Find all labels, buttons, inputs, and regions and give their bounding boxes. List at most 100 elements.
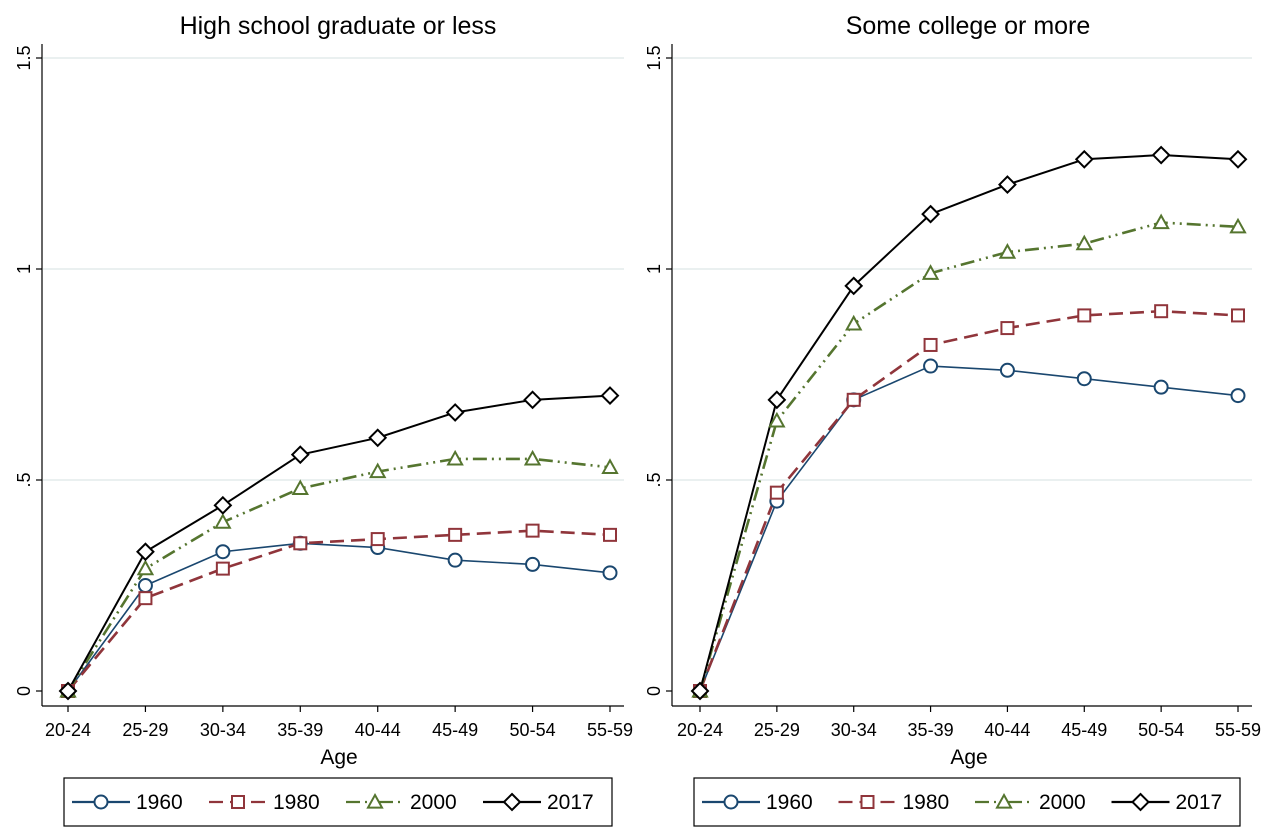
series-line-1980 bbox=[67, 529, 611, 692]
legend: 1960 1980 2000 2017 bbox=[63, 777, 613, 827]
legend-marker-1960 bbox=[723, 794, 739, 810]
marker-2017 bbox=[445, 403, 465, 422]
y-tick-label: 0 bbox=[14, 686, 34, 696]
marker-2017 bbox=[998, 175, 1017, 195]
marker-2017 bbox=[1228, 149, 1248, 169]
marker-1980 bbox=[1000, 321, 1015, 336]
marker-1980 bbox=[138, 591, 153, 606]
x-tick-label: 35-39 bbox=[908, 720, 954, 740]
x-tick-label: 30-34 bbox=[200, 720, 246, 740]
marker-2017 bbox=[136, 542, 155, 562]
x-tick-label: 25-29 bbox=[122, 720, 168, 740]
marker-2000 bbox=[523, 449, 542, 466]
legend-label-2017: 2017 bbox=[1176, 791, 1223, 814]
series-line-1960 bbox=[67, 542, 611, 692]
x-axis-title: Age bbox=[320, 746, 357, 769]
marker-2017 bbox=[290, 445, 310, 465]
marker-2000 bbox=[998, 243, 1017, 259]
marker-1960 bbox=[999, 362, 1015, 378]
x-tick-label: 55-59 bbox=[1215, 720, 1261, 740]
legend-marker-2000 bbox=[366, 792, 384, 809]
legend-label-2000: 2000 bbox=[1039, 791, 1086, 814]
marker-1980 bbox=[370, 532, 385, 547]
legend-marker-1980 bbox=[860, 795, 875, 809]
legend-label-2017: 2017 bbox=[547, 791, 594, 814]
y-tick-label: 1.5 bbox=[14, 45, 34, 70]
x-tick-label: 55-59 bbox=[587, 720, 633, 740]
marker-1980 bbox=[603, 527, 617, 542]
legend-marker-1980 bbox=[231, 795, 245, 809]
marker-1960 bbox=[447, 552, 463, 568]
marker-2017 bbox=[844, 276, 864, 296]
marker-2000 bbox=[768, 411, 786, 428]
y-tick-label: 1 bbox=[14, 264, 34, 274]
marker-1960 bbox=[215, 544, 231, 560]
x-tick-label: 35-39 bbox=[277, 720, 323, 740]
marker-1960 bbox=[137, 578, 153, 593]
x-tick-label: 50-54 bbox=[510, 720, 556, 740]
marker-2017 bbox=[368, 428, 388, 448]
chart-title: Some college or more bbox=[846, 12, 1091, 40]
marker-1960 bbox=[525, 556, 541, 572]
x-axis-title: Age bbox=[950, 746, 987, 769]
series-line-2000 bbox=[66, 457, 611, 692]
marker-1980 bbox=[448, 527, 463, 542]
marker-1980 bbox=[923, 337, 938, 352]
marker-2017 bbox=[1074, 149, 1094, 169]
legend: 1960 1980 2000 2017 bbox=[693, 777, 1241, 827]
marker-2000 bbox=[1075, 234, 1093, 251]
marker-1960 bbox=[1230, 388, 1246, 404]
marker-2000 bbox=[1229, 217, 1247, 234]
x-tick-label: 45-49 bbox=[432, 720, 478, 740]
marker-1980 bbox=[1231, 308, 1245, 323]
x-tick-label: 40-44 bbox=[355, 720, 401, 740]
legend-label-1980: 1980 bbox=[903, 791, 950, 814]
series-line-2017 bbox=[67, 394, 611, 692]
x-tick-label: 30-34 bbox=[831, 720, 877, 740]
marker-2000 bbox=[369, 462, 387, 479]
marker-2000 bbox=[214, 513, 232, 529]
marker-2017 bbox=[213, 495, 233, 515]
marker-2000 bbox=[291, 479, 309, 496]
series-line-1960 bbox=[699, 365, 1239, 692]
marker-1980 bbox=[1077, 308, 1092, 323]
marker-1980 bbox=[215, 561, 230, 576]
marker-1980 bbox=[293, 536, 308, 551]
y-tick-label: .5 bbox=[14, 472, 34, 487]
series-line-2017 bbox=[699, 154, 1239, 692]
y-tick-label: .5 bbox=[644, 472, 664, 487]
series-line-2000 bbox=[698, 221, 1239, 692]
x-tick-label: 45-49 bbox=[1061, 720, 1107, 740]
marker-2000 bbox=[601, 458, 619, 474]
legend-label-1960: 1960 bbox=[136, 791, 183, 814]
x-tick-label: 20-24 bbox=[45, 720, 91, 740]
marker-1960 bbox=[1153, 379, 1169, 395]
marker-1980 bbox=[846, 392, 861, 407]
marker-2017 bbox=[767, 390, 787, 410]
y-tick-label: 0 bbox=[644, 686, 664, 696]
legend-marker-2017 bbox=[502, 792, 522, 812]
x-tick-label: 20-24 bbox=[677, 720, 723, 740]
marker-1980 bbox=[769, 485, 784, 500]
y-tick-label: 1.5 bbox=[644, 45, 664, 70]
legend-label-1980: 1980 bbox=[273, 791, 320, 814]
marker-2017 bbox=[921, 204, 940, 224]
panel-college: Some college or more 0 .5 1 1.5 20-24 25-29 30-… bbox=[644, 12, 1261, 827]
marker-1960 bbox=[602, 565, 618, 581]
marker-2017 bbox=[1151, 145, 1171, 165]
marker-1960 bbox=[923, 358, 939, 374]
y-tick-label: 1 bbox=[644, 264, 664, 274]
marker-2017 bbox=[600, 386, 620, 406]
legend-marker-1960 bbox=[93, 794, 109, 810]
marker-2000 bbox=[1152, 213, 1170, 230]
legend-marker-2000 bbox=[995, 792, 1013, 809]
marker-2000 bbox=[921, 264, 940, 280]
marker-2017 bbox=[58, 681, 78, 701]
marker-2017 bbox=[690, 681, 710, 701]
marker-1980 bbox=[1154, 304, 1169, 319]
x-tick-label: 40-44 bbox=[984, 720, 1030, 740]
marker-2000 bbox=[845, 314, 863, 331]
marker-1980 bbox=[525, 523, 540, 538]
x-tick-label: 25-29 bbox=[754, 720, 800, 740]
